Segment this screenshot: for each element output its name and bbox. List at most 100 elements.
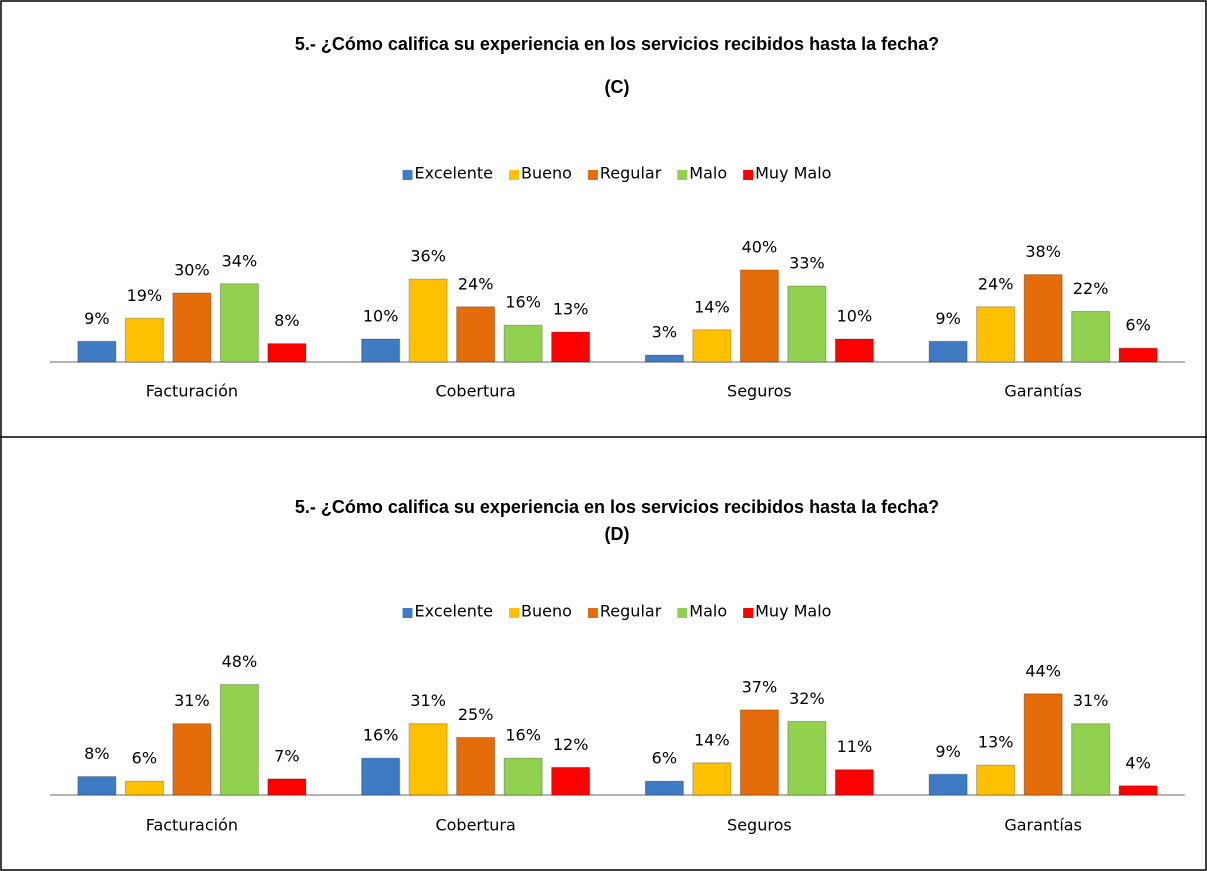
bar: [551, 331, 591, 363]
value-label: 10%: [363, 307, 399, 326]
bar: [928, 773, 968, 796]
bar: [219, 283, 259, 363]
category-label: Seguros: [727, 816, 792, 835]
category-label: Cobertura: [435, 382, 515, 401]
legend-label: Bueno: [521, 164, 572, 183]
value-label: 40%: [742, 238, 778, 257]
category-label: Facturación: [146, 816, 238, 835]
legend-swatch: [677, 170, 688, 180]
legend-swatch: [587, 608, 598, 618]
bar: [692, 329, 732, 363]
legend-label: Malo: [689, 602, 727, 621]
value-label: 24%: [458, 274, 494, 293]
bar: [1118, 347, 1158, 363]
legend-swatch: [677, 608, 688, 618]
bar: [834, 769, 874, 796]
value-label: 13%: [978, 733, 1014, 752]
legend-label: Bueno: [521, 602, 572, 621]
legend-label: Muy Malo: [755, 602, 831, 621]
value-label: 6%: [652, 749, 677, 768]
legend-swatch: [743, 608, 754, 618]
value-label: 3%: [652, 323, 677, 342]
legend-label: Muy Malo: [755, 164, 831, 183]
value-label: 6%: [132, 749, 157, 768]
bar: [1023, 693, 1063, 796]
legend-swatch: [743, 170, 754, 180]
value-label: 8%: [274, 311, 299, 330]
value-label: 37%: [742, 677, 778, 696]
value-label: 12%: [553, 735, 589, 754]
bar: [976, 764, 1016, 796]
category-label: Cobertura: [435, 816, 515, 835]
bar: [267, 343, 307, 363]
value-label: 16%: [363, 726, 399, 745]
value-label: 19%: [127, 286, 163, 305]
value-label: 33%: [789, 254, 825, 273]
value-label: 8%: [84, 744, 109, 763]
bar: [787, 720, 827, 796]
bar: [172, 292, 212, 363]
bar: [124, 780, 164, 796]
bar: [361, 338, 401, 363]
bar: [834, 338, 874, 363]
value-label: 6%: [1125, 316, 1150, 335]
bar: [1071, 723, 1111, 796]
bar: [503, 324, 543, 363]
category-label: Garantías: [1004, 382, 1082, 401]
value-label: 25%: [458, 705, 494, 724]
bar: [361, 757, 401, 796]
value-label: 9%: [935, 742, 960, 761]
value-label: 38%: [1025, 242, 1061, 261]
value-label: 48%: [222, 652, 258, 671]
bar: [644, 354, 684, 363]
bar: [172, 723, 212, 796]
bar: [456, 737, 496, 796]
value-label: 11%: [837, 737, 873, 756]
legend-label: Malo: [689, 164, 727, 183]
bar: [644, 780, 684, 796]
bar: [503, 757, 543, 796]
chart-title: 5.- ¿Cómo califica su experiencia en los…: [295, 34, 939, 54]
bar: [739, 269, 779, 363]
value-label: 31%: [410, 691, 446, 710]
value-label: 32%: [789, 689, 825, 708]
value-label: 9%: [935, 309, 960, 328]
value-label: 7%: [274, 746, 299, 765]
value-label: 22%: [1073, 279, 1109, 298]
bar: [1023, 274, 1063, 363]
legend-swatch: [402, 170, 413, 180]
bar: [551, 766, 591, 796]
chart-subtitle: (D): [605, 524, 630, 544]
legend-swatch: [587, 170, 598, 180]
value-label: 24%: [978, 274, 1014, 293]
legend-label: Excelente: [415, 602, 493, 621]
legend-swatch: [509, 608, 520, 618]
legend-label: Regular: [600, 164, 662, 183]
bar: [1118, 785, 1158, 796]
bar: [739, 709, 779, 796]
bar: [456, 306, 496, 363]
value-label: 14%: [694, 297, 730, 316]
value-label: 10%: [837, 307, 873, 326]
value-label: 36%: [410, 247, 446, 266]
chart-subtitle: (C): [605, 77, 630, 97]
value-label: 16%: [505, 293, 541, 312]
bar: [976, 306, 1016, 363]
category-label: Seguros: [727, 382, 792, 401]
value-label: 4%: [1125, 753, 1150, 772]
bar: [219, 684, 259, 796]
value-label: 13%: [553, 300, 589, 319]
legend-label: Excelente: [415, 164, 493, 183]
legend-swatch: [509, 170, 520, 180]
value-label: 16%: [505, 726, 541, 745]
bar: [267, 778, 307, 796]
value-label: 31%: [174, 691, 210, 710]
bar: [124, 317, 164, 363]
bar: [1071, 310, 1111, 363]
bar: [408, 723, 448, 796]
bar: [787, 285, 827, 363]
value-label: 44%: [1025, 661, 1061, 680]
category-label: Facturación: [146, 382, 238, 401]
